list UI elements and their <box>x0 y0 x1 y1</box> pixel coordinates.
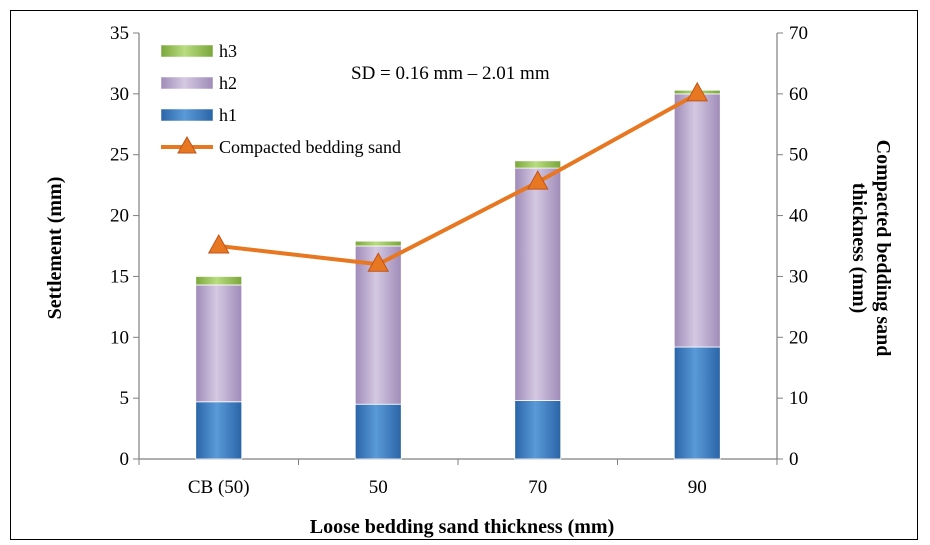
sd-annotation: SD = 0.16 mm – 2.01 mm <box>351 63 550 84</box>
legend-swatch-h3 <box>160 44 214 58</box>
legend: h3 h2 h1 Compacted bedding sand <box>160 41 401 157</box>
bar-h2 <box>514 167 562 401</box>
y2-tick-label: 0 <box>789 449 799 470</box>
y2-tick-label: 30 <box>789 266 808 287</box>
x-tick-label: CB (50) <box>188 477 250 498</box>
y2-tick-label: 70 <box>789 23 808 44</box>
line-point-marker <box>526 170 549 190</box>
bar-h1 <box>195 401 243 460</box>
line-point-marker <box>367 252 390 272</box>
y2-tick-label: 50 <box>789 145 808 166</box>
y-tick-label: 30 <box>110 84 129 105</box>
x-tick-label: 70 <box>528 477 547 498</box>
x-tick-label: 90 <box>688 477 707 498</box>
line-point-marker <box>686 81 709 102</box>
legend-label: Compacted bedding sand <box>219 137 401 157</box>
y2-tick-label: 10 <box>789 388 808 409</box>
y2-tick-label: 20 <box>789 327 808 348</box>
line-compacted-bedding-sand <box>218 92 699 267</box>
y-axis-title: Settlement (mm) <box>44 177 66 320</box>
legend-swatch-h1 <box>160 108 214 122</box>
x-tick-label: 50 <box>369 477 388 498</box>
y2-tick-label: 40 <box>789 206 808 227</box>
settlement-chart: 0 5 10 15 20 25 30 35 0 10 20 30 40 50 60 70 CB (50) 50 70… <box>44 23 894 538</box>
bar-h2 <box>195 284 243 403</box>
x-axis-title: Loose bedding sand thickness (mm) <box>310 516 615 538</box>
bar-h1 <box>514 400 562 460</box>
bar-h3 <box>195 276 243 286</box>
chart-frame: 0 5 10 15 20 25 30 35 0 10 20 30 40 50 60 70 CB (50) 50 70… <box>10 10 918 540</box>
bar-h3 <box>354 240 402 247</box>
y-tick-label: 15 <box>110 266 129 287</box>
bar-h2 <box>673 93 721 348</box>
legend-label: h3 <box>219 41 237 61</box>
legend-label: h1 <box>219 105 237 125</box>
y2-axis-title-line1: Compacted bedding sand <box>872 140 894 357</box>
bar-h1 <box>354 403 402 460</box>
y2-tick-label: 60 <box>789 84 808 105</box>
axes: 0 5 10 15 20 25 30 35 0 10 20 30 40 50 60 70 CB (50) 50 70… <box>110 23 808 498</box>
y-tick-label: 10 <box>110 327 129 348</box>
line-point-marker <box>207 233 230 254</box>
y2-axis-title-line2: thickness (mm) <box>848 183 870 314</box>
y-tick-label: 5 <box>120 388 130 409</box>
legend-triangle-marker <box>177 135 197 154</box>
bar-h3 <box>514 160 562 169</box>
text-group: SD = 0.16 mm – 2.01 mm Loose bedding san… <box>44 63 894 538</box>
legend-swatch-h2 <box>160 76 214 90</box>
y-tick-label: 20 <box>110 206 129 227</box>
bar-h2 <box>354 245 402 405</box>
bar-h1 <box>673 346 721 460</box>
bars-group <box>195 89 721 460</box>
y-tick-label: 0 <box>120 449 130 470</box>
line-group <box>207 81 709 272</box>
y-tick-label: 35 <box>110 23 129 44</box>
legend-label: h2 <box>219 73 237 93</box>
y-tick-label: 25 <box>110 145 129 166</box>
